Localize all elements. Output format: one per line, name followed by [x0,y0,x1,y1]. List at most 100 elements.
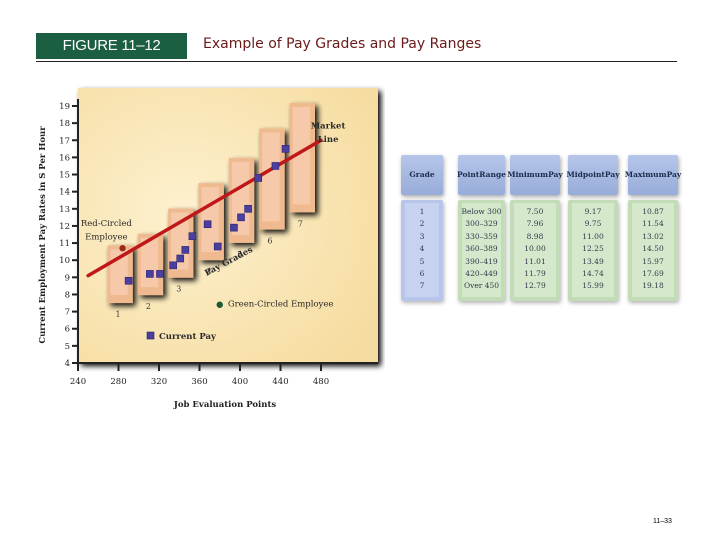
table-cell: 360–389 [465,244,498,254]
y-tick-label: 9 [65,273,70,283]
table-cell: 12.79 [524,281,546,291]
header-line: Midpoint [566,170,605,179]
table-cell: 5 [419,256,425,266]
table-cell: 390–419 [465,256,498,266]
y-tick-label: 17 [59,136,70,146]
table-cell: 11.01 [524,256,546,266]
x-tick-label: 280 [110,377,126,387]
pay-grade-label: 3 [176,285,181,294]
chart-annotation: Line [318,135,339,145]
column-inner-panel [462,203,501,297]
table-cell: 7.96 [526,219,544,229]
table-cell: 7.50 [526,207,544,216]
table-cell: 300–329 [465,219,498,229]
table-header-maximum: Maximum Pay [624,155,681,195]
y-tick-label: 15 [59,171,70,181]
current-pay-marker [169,261,177,270]
pay-ranges-table: Grade 1 2 3 4 5 6 7 Point Range Below 300 300–329 33… [398,155,688,305]
table-cell: Over 450 [463,281,500,291]
table-cell: 12.25 [582,244,604,254]
table-cell: 420–449 [465,268,498,278]
table-cell: 7 [419,281,425,291]
header-line: Pay [548,170,563,179]
x-tick-label: 440 [272,377,288,387]
pay-grade-label: 7 [298,219,303,228]
y-tick-label: 14 [59,188,70,198]
table-cell: 13.02 [642,231,664,241]
table-cell: 1 [419,207,425,216]
current-pay-marker [124,276,133,285]
table-cell: 11.00 [582,231,604,241]
pay-grade-label: 5 [237,250,242,259]
table-cell: 15.99 [582,281,604,291]
y-tick-label: 12 [59,222,70,232]
pay-grade-box: 2 [137,233,164,311]
table-cell: 3 [419,231,425,241]
current-pay-marker [188,232,197,241]
y-tick-label: 7 [65,308,70,318]
figure-title: Example of Pay Grades and Pay Ranges [203,36,482,52]
table-cell: 19.18 [642,281,664,291]
table-column-body: Below 300 300–329 330–359 360–389 390–419 420… [458,200,505,301]
table-cell: 10.00 [524,244,546,254]
header-line: Grade [409,170,435,179]
y-tick-label: 13 [59,205,70,215]
header-line: Point [457,170,480,179]
table-cell: 13.49 [582,256,604,266]
page-number: 11–33 [653,518,672,525]
current-pay-marker [181,246,190,254]
x-tick-label: 320 [151,377,167,387]
table-cell: 6 [419,268,425,278]
table-cell: 14.74 [582,268,604,278]
current-pay-marker [254,174,263,182]
chart-annotation: Employee [85,233,127,243]
current-pay-marker [281,145,290,153]
header-line: Minimum [507,170,549,179]
legend-current-pay-marker [146,331,155,340]
table-cell: 17.69 [642,268,664,278]
table-column-body: 10.87 11.54 13.02 14.50 15.97 17.69 19.18 [628,200,678,301]
table-cell: 8.98 [526,231,544,241]
y-tick-label: 11 [59,239,70,249]
table-header-midpoint: Midpoint Pay [566,155,620,195]
table-cell: 2 [419,219,425,229]
header-line: Pay [666,170,682,179]
table-header-minimum: Minimum Pay [507,155,563,195]
table-cell: 15.97 [642,256,664,266]
table-header-grade: Grade [401,155,443,195]
pay-grades-chart: 1 2 3 4 5 6 7 4 5 6 7 8 9 10 11 12 13 14 15 16 17 18 19 240 280 3… [35,85,385,415]
chart-annotation: Market [311,121,346,131]
chart-annotation: Current Pay [159,332,217,342]
plot-background [78,88,378,363]
table-column-body: 9.17 9.75 11.00 12.25 13.49 14.74 15.99 [568,200,618,301]
y-axis-label: Current Employment Pay Rates in S Per Ho… [38,126,48,344]
header-line: Maximum [624,170,667,179]
header-line: Range [479,170,506,179]
table-cell: 9.75 [584,219,602,229]
y-tick-label: 6 [65,325,70,335]
table-header-point: Point Range [457,155,506,195]
table-cell: 11.54 [642,219,664,229]
current-pay-marker [244,205,252,213]
header-divider [36,61,677,62]
pay-grade-box: 6 [259,128,285,246]
column-inner-panel [632,203,674,297]
y-tick-label: 18 [59,119,70,129]
chart-annotation: Red-Circled [81,219,133,229]
y-tick-label: 5 [65,342,70,352]
x-tick-label: 360 [191,377,207,387]
table-cell: Below 300 [461,207,502,216]
pay-grade-label: 2 [146,302,151,311]
table-cell: 14.50 [642,244,664,254]
column-inner-panel [514,203,556,297]
pay-grade-label: 1 [116,310,121,319]
table-column-body: 1 2 3 4 5 6 7 [401,200,443,301]
column-inner-panel [405,203,439,297]
table-cell: 11.79 [524,268,546,278]
x-tick-label: 400 [232,377,248,387]
column-inner-panel [572,203,614,297]
y-tick-label: 4 [65,359,70,369]
x-axis-label: Job Evaluation Points [173,400,277,410]
red-circled-employee-marker [119,245,126,252]
